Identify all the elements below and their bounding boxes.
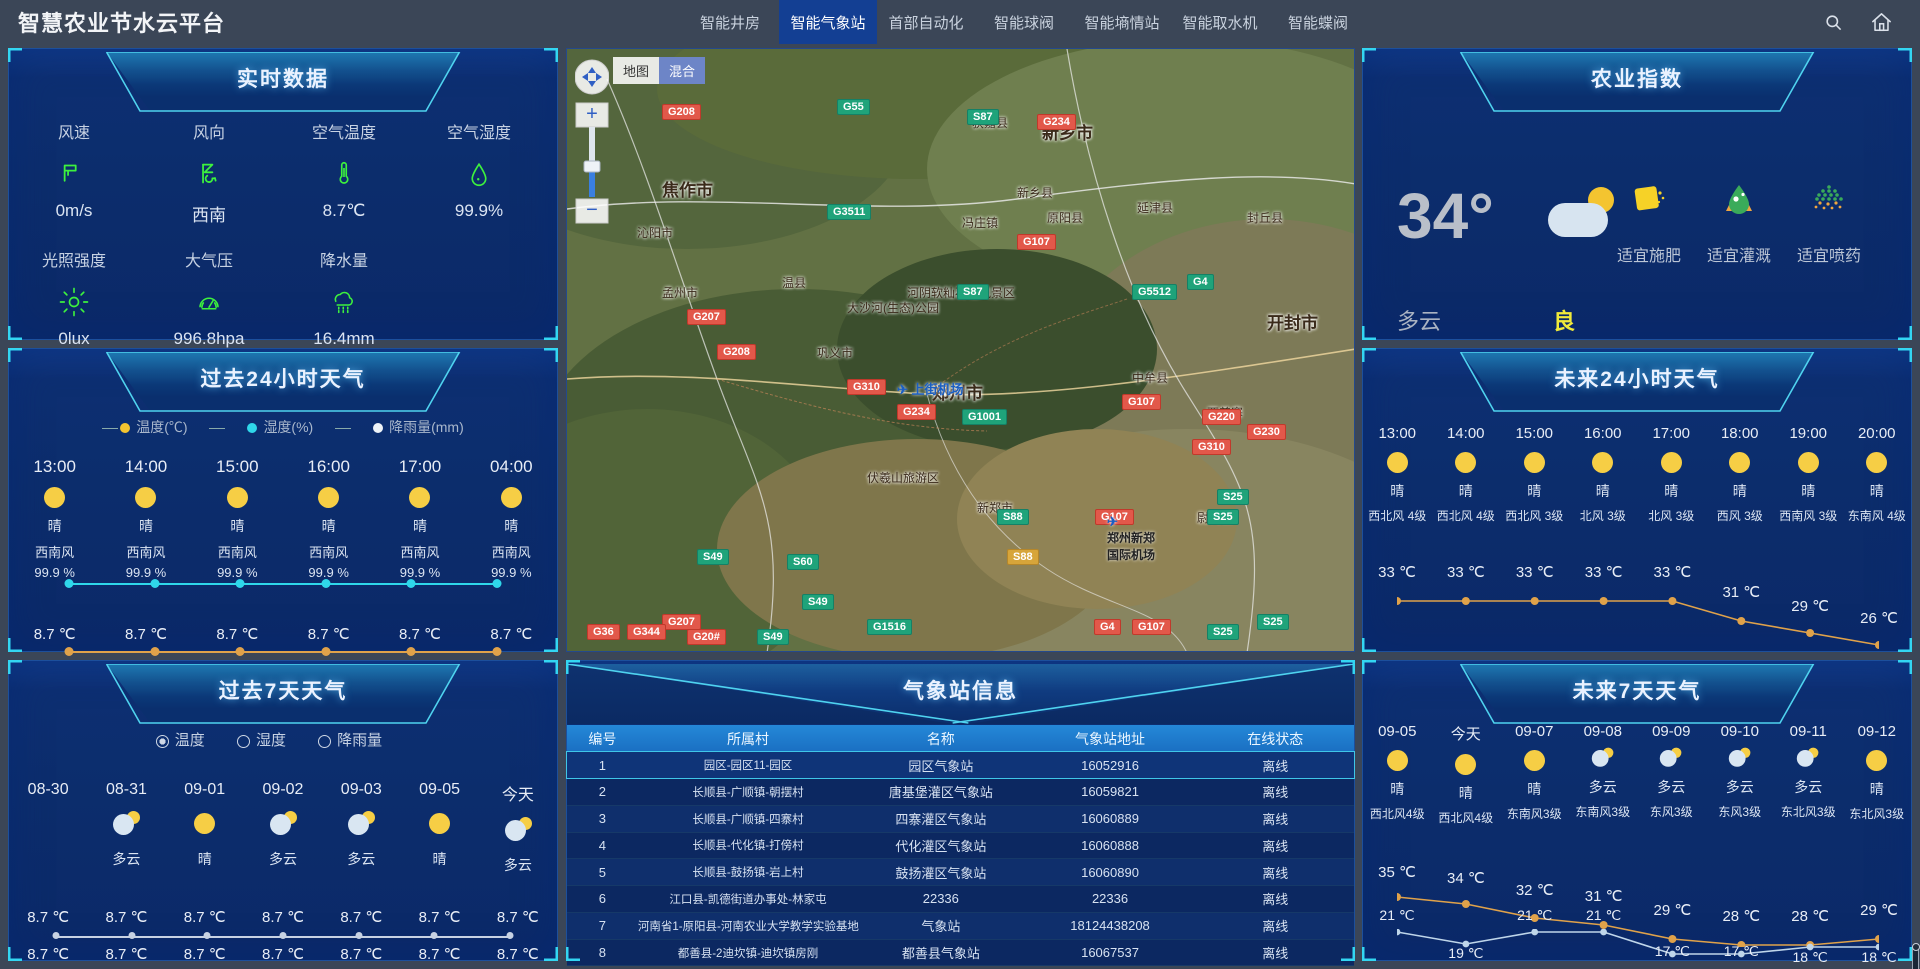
svg-text:−: − xyxy=(586,199,598,221)
svg-text:+: + xyxy=(586,103,598,125)
